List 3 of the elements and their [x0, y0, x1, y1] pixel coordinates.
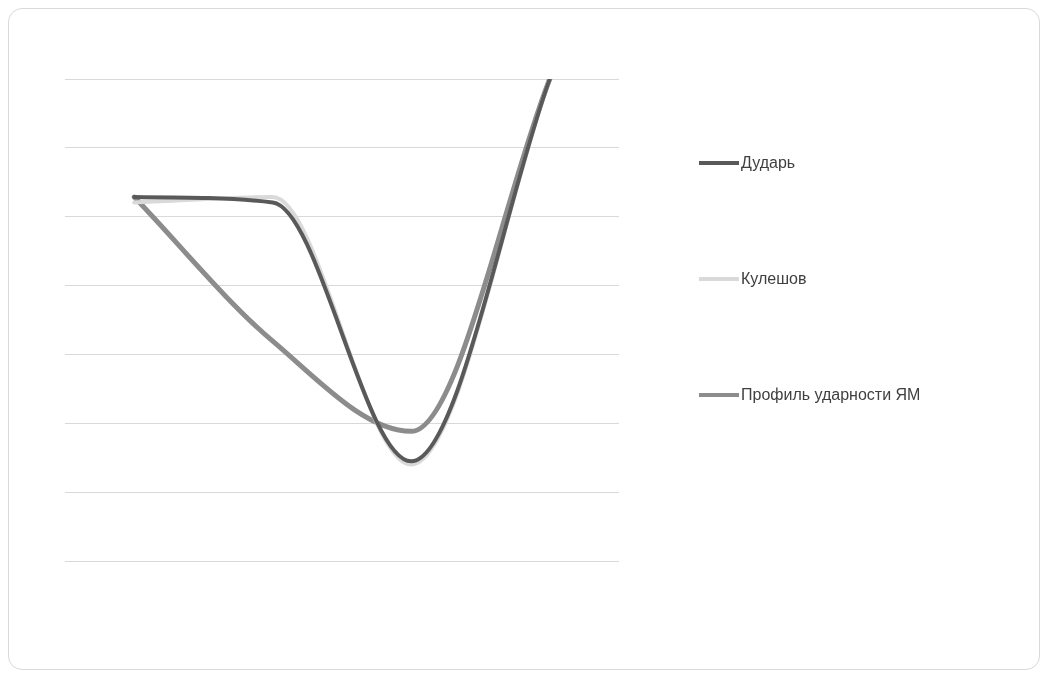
legend-label: Профиль ударности ЯМ: [741, 386, 921, 404]
legend-label: Дударь: [741, 154, 796, 172]
legend-label: Кулешов: [741, 270, 807, 288]
